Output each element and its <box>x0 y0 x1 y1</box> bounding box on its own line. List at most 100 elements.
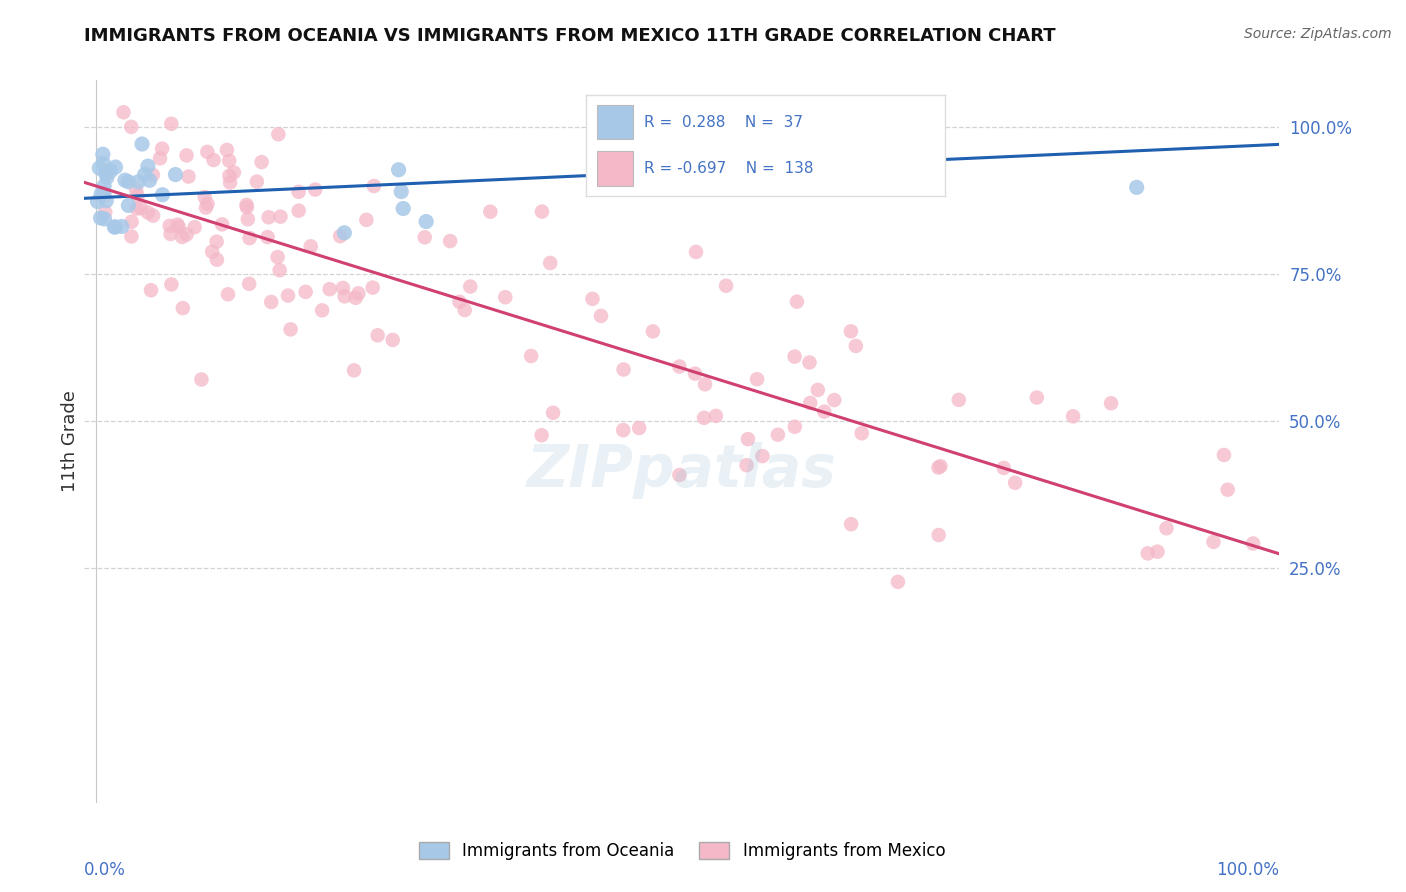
Point <box>111 219 134 234</box>
Point <box>928 528 950 542</box>
Point <box>1216 483 1239 497</box>
Point <box>218 153 240 168</box>
Point <box>176 148 198 162</box>
Point <box>211 218 233 232</box>
Point <box>1136 546 1159 560</box>
Point <box>86 194 108 209</box>
Point <box>104 219 127 234</box>
Point <box>333 289 356 303</box>
Point <box>93 179 115 194</box>
Point <box>329 229 352 244</box>
Point <box>538 256 561 270</box>
Point <box>799 355 821 369</box>
Point <box>815 162 838 177</box>
Point <box>367 328 389 343</box>
Point <box>136 159 159 173</box>
Text: IMMIGRANTS FROM OCEANIA VS IMMIGRANTS FROM MEXICO 11TH GRADE CORRELATION CHART: IMMIGRANTS FROM OCEANIA VS IMMIGRANTS FR… <box>84 27 1056 45</box>
Point <box>347 286 370 301</box>
Point <box>257 211 280 225</box>
Point <box>246 175 269 189</box>
Point <box>735 458 758 473</box>
Point <box>120 120 142 134</box>
Point <box>628 421 651 435</box>
Point <box>612 423 634 437</box>
Point <box>114 173 136 187</box>
Point <box>96 194 118 208</box>
Point <box>125 202 148 216</box>
Point <box>219 176 242 190</box>
Point <box>581 292 603 306</box>
Point <box>172 301 194 315</box>
Point <box>280 322 302 336</box>
Point <box>839 324 862 338</box>
Point <box>993 461 1015 475</box>
Point <box>250 155 273 169</box>
Point <box>125 183 148 197</box>
Point <box>479 204 502 219</box>
Point <box>239 231 262 245</box>
Point <box>160 277 183 292</box>
Point <box>413 230 436 244</box>
Point <box>494 290 516 304</box>
Point <box>449 294 471 309</box>
Point <box>152 187 174 202</box>
Point <box>194 201 217 215</box>
Point <box>202 153 225 167</box>
Point <box>343 363 366 377</box>
Point <box>439 234 461 248</box>
Point <box>356 212 378 227</box>
Point <box>238 277 260 291</box>
Point <box>90 211 112 225</box>
Point <box>267 128 290 142</box>
Point <box>159 227 181 241</box>
Point <box>766 427 789 442</box>
Point <box>851 426 873 441</box>
Point <box>120 229 142 244</box>
Point <box>361 280 384 294</box>
Point <box>641 324 664 338</box>
Point <box>887 574 910 589</box>
Point <box>176 227 198 242</box>
Point <box>260 295 283 310</box>
Point <box>520 349 543 363</box>
Point <box>269 263 291 277</box>
Point <box>852 168 875 182</box>
Point <box>172 230 194 244</box>
Point <box>277 288 299 302</box>
Point <box>530 204 553 219</box>
Point <box>129 201 152 215</box>
Point <box>138 173 160 187</box>
Point <box>704 409 727 423</box>
Point <box>415 214 437 228</box>
Point <box>839 517 862 532</box>
Point <box>392 202 415 216</box>
Text: 100.0%: 100.0% <box>1216 861 1279 879</box>
Point <box>166 218 188 232</box>
Point <box>693 377 716 392</box>
Point <box>167 219 190 234</box>
Point <box>799 396 821 410</box>
Point <box>256 230 278 244</box>
Point <box>201 244 224 259</box>
Point <box>117 198 139 212</box>
Legend: Immigrants from Oceania, Immigrants from Mexico: Immigrants from Oceania, Immigrants from… <box>412 835 952 867</box>
Point <box>91 156 114 170</box>
Point <box>100 163 122 178</box>
Point <box>235 198 257 212</box>
Point <box>183 220 205 235</box>
Point <box>845 339 868 353</box>
Point <box>613 362 636 376</box>
Point <box>304 183 326 197</box>
Point <box>218 169 240 183</box>
Point <box>807 383 830 397</box>
Point <box>127 175 149 189</box>
Point <box>287 185 309 199</box>
Point <box>93 188 115 202</box>
Point <box>332 281 354 295</box>
Point <box>1241 536 1264 550</box>
Point <box>1062 409 1084 424</box>
Point <box>127 188 149 202</box>
Point <box>714 278 737 293</box>
Point <box>197 196 219 211</box>
Point <box>299 239 322 253</box>
